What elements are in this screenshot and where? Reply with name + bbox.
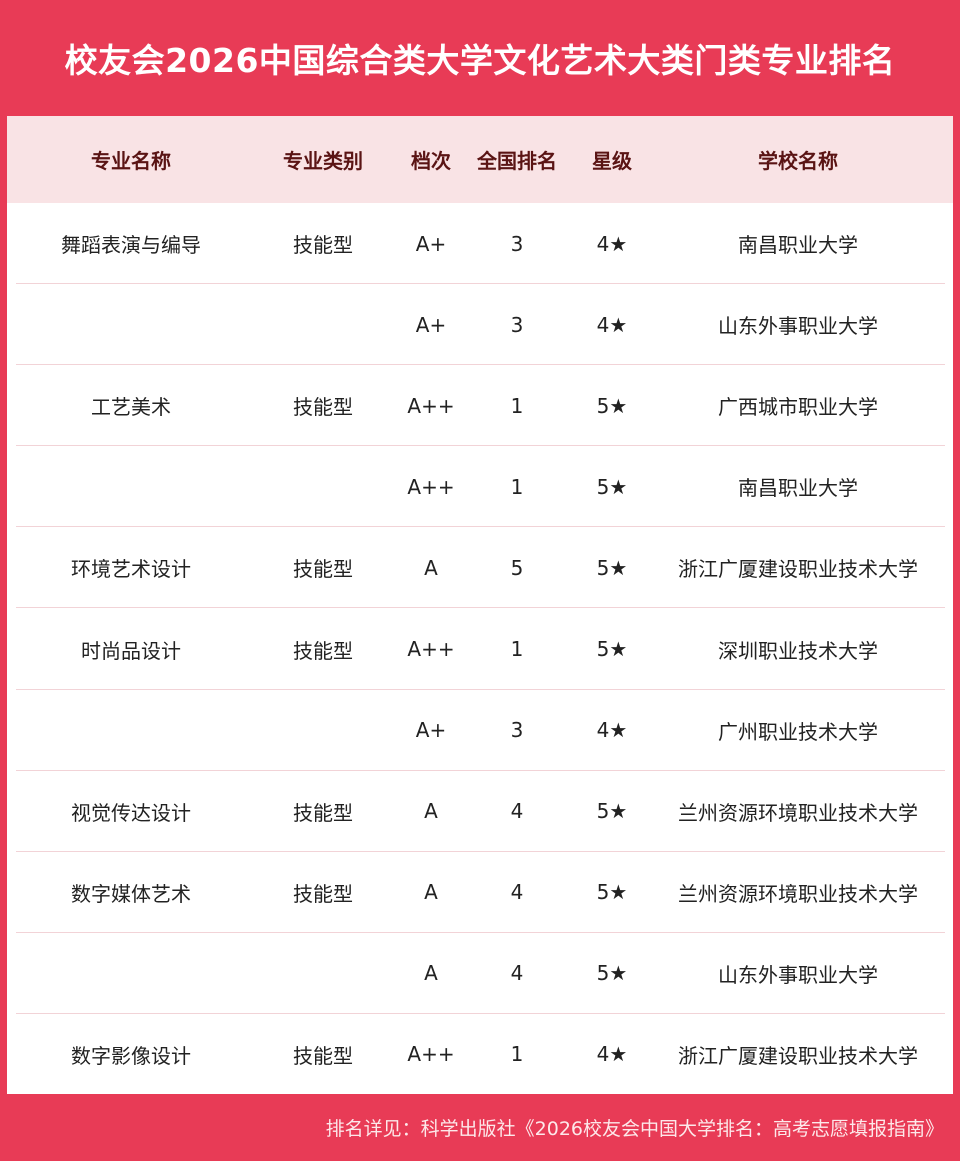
cell-grade: A+ [415, 718, 447, 743]
cell-grade: A+ [415, 231, 447, 256]
cell-star-level: 5★ [596, 799, 628, 824]
cell-star-level: 5★ [596, 555, 628, 580]
ranking-table: 专业名称 专业类别 档次 全国排名 星级 学校名称 舞蹈表演与编导 技能型 A+ 3 4★ 南昌职业… [7, 116, 953, 1094]
cell-major-type: 技能型 [293, 881, 353, 906]
cell-national-rank: 5 [510, 555, 524, 580]
cell-star-level: 4★ [596, 312, 628, 337]
cell-grade: A+ [415, 312, 447, 337]
cell-major-name: 数字影像设计 [71, 1043, 191, 1068]
page-title: 校友会2026中国综合类大学文化艺术大类门类专业排名 [64, 41, 896, 80]
cell-grade: A [424, 880, 438, 905]
cell-school-name: 兰州资源环境职业技术大学 [678, 800, 918, 825]
table-row: A+ 3 4★ 山东外事职业大学 [7, 284, 953, 366]
cell-national-rank: 1 [510, 393, 524, 418]
cell-grade: A [424, 961, 438, 986]
cell-national-rank: 4 [510, 880, 524, 905]
column-header-major-type: 专业类别 [283, 149, 363, 173]
cell-star-level: 4★ [596, 231, 628, 256]
table-row: 舞蹈表演与编导 技能型 A+ 3 4★ 南昌职业大学 [7, 203, 953, 285]
table-row: A++ 1 5★ 南昌职业大学 [7, 446, 953, 528]
cell-star-level: 5★ [596, 880, 628, 905]
footer-note: 排名详见：科学出版社《2026校友会中国大学排名：高考志愿填报指南》 [325, 1118, 944, 1140]
table-row: 环境艺术设计 技能型 A 5 5★ 浙江广厦建设职业技术大学 [7, 527, 953, 609]
cell-school-name: 山东外事职业大学 [718, 962, 878, 987]
cell-star-level: 5★ [596, 474, 628, 499]
cell-school-name: 兰州资源环境职业技术大学 [678, 881, 918, 906]
column-header-grade: 档次 [411, 149, 451, 173]
cell-national-rank: 1 [510, 474, 524, 499]
cell-national-rank: 3 [510, 231, 524, 256]
cell-major-name: 工艺美术 [91, 395, 171, 420]
cell-school-name: 南昌职业大学 [738, 233, 858, 258]
table-row: 时尚品设计 技能型 A++ 1 5★ 深圳职业技术大学 [7, 608, 953, 690]
cell-national-rank: 1 [510, 1042, 524, 1067]
cell-school-name: 广州职业技术大学 [718, 719, 878, 744]
cell-school-name: 浙江广厦建设职业技术大学 [678, 557, 918, 582]
cell-major-type: 技能型 [293, 233, 353, 258]
cell-national-rank: 1 [510, 637, 524, 662]
cell-national-rank: 3 [510, 312, 524, 337]
cell-major-type: 技能型 [293, 638, 353, 663]
cell-star-level: 4★ [596, 1042, 628, 1067]
cell-school-name: 广西城市职业大学 [718, 395, 878, 420]
cell-school-name: 南昌职业大学 [738, 476, 858, 501]
column-header-national-rank: 全国排名 [477, 149, 557, 173]
table-row: 视觉传达设计 技能型 A 4 5★ 兰州资源环境职业技术大学 [7, 771, 953, 852]
cell-major-name: 时尚品设计 [81, 638, 181, 663]
column-header-star-level: 星级 [592, 149, 632, 173]
cell-grade: A [424, 799, 438, 824]
cell-major-type: 技能型 [293, 1043, 353, 1068]
table-header: 专业名称 专业类别 档次 全国排名 星级 学校名称 [7, 116, 953, 203]
cell-star-level: 5★ [596, 393, 628, 418]
cell-grade: A [424, 555, 438, 580]
cell-major-name: 数字媒体艺术 [71, 881, 191, 906]
column-header-school-name: 学校名称 [758, 149, 838, 173]
table-row: A 4 5★ 山东外事职业大学 [7, 933, 953, 1015]
cell-star-level: 5★ [596, 961, 628, 986]
cell-grade: A++ [407, 393, 455, 418]
cell-grade: A++ [407, 637, 455, 662]
table-row: 数字媒体艺术 技能型 A 4 5★ 兰州资源环境职业技术大学 [7, 852, 953, 933]
table-row: 数字影像设计 技能型 A++ 1 4★ 浙江广厦建设职业技术大学 [7, 1014, 953, 1095]
cell-major-type: 技能型 [293, 557, 353, 582]
table-body: 舞蹈表演与编导 技能型 A+ 3 4★ 南昌职业大学 A+ 3 4★ 山东外事职业大学 工艺美术 技能… [7, 203, 953, 1095]
cell-star-level: 4★ [596, 718, 628, 743]
cell-national-rank: 4 [510, 799, 524, 824]
cell-major-name: 视觉传达设计 [71, 800, 191, 825]
cell-star-level: 5★ [596, 637, 628, 662]
cell-grade: A++ [407, 474, 455, 499]
cell-major-type: 技能型 [293, 800, 353, 825]
cell-school-name: 深圳职业技术大学 [718, 638, 878, 663]
cell-school-name: 山东外事职业大学 [718, 314, 878, 339]
cell-grade: A++ [407, 1042, 455, 1067]
cell-major-name: 舞蹈表演与编导 [61, 233, 201, 258]
cell-major-type: 技能型 [293, 395, 353, 420]
cell-major-name: 环境艺术设计 [71, 557, 191, 582]
column-header-major-name: 专业名称 [91, 149, 171, 173]
table-row: A+ 3 4★ 广州职业技术大学 [7, 690, 953, 771]
cell-national-rank: 4 [510, 961, 524, 986]
table-row: 工艺美术 技能型 A++ 1 5★ 广西城市职业大学 [7, 365, 953, 447]
cell-national-rank: 3 [510, 718, 524, 743]
cell-school-name: 浙江广厦建设职业技术大学 [678, 1043, 918, 1068]
